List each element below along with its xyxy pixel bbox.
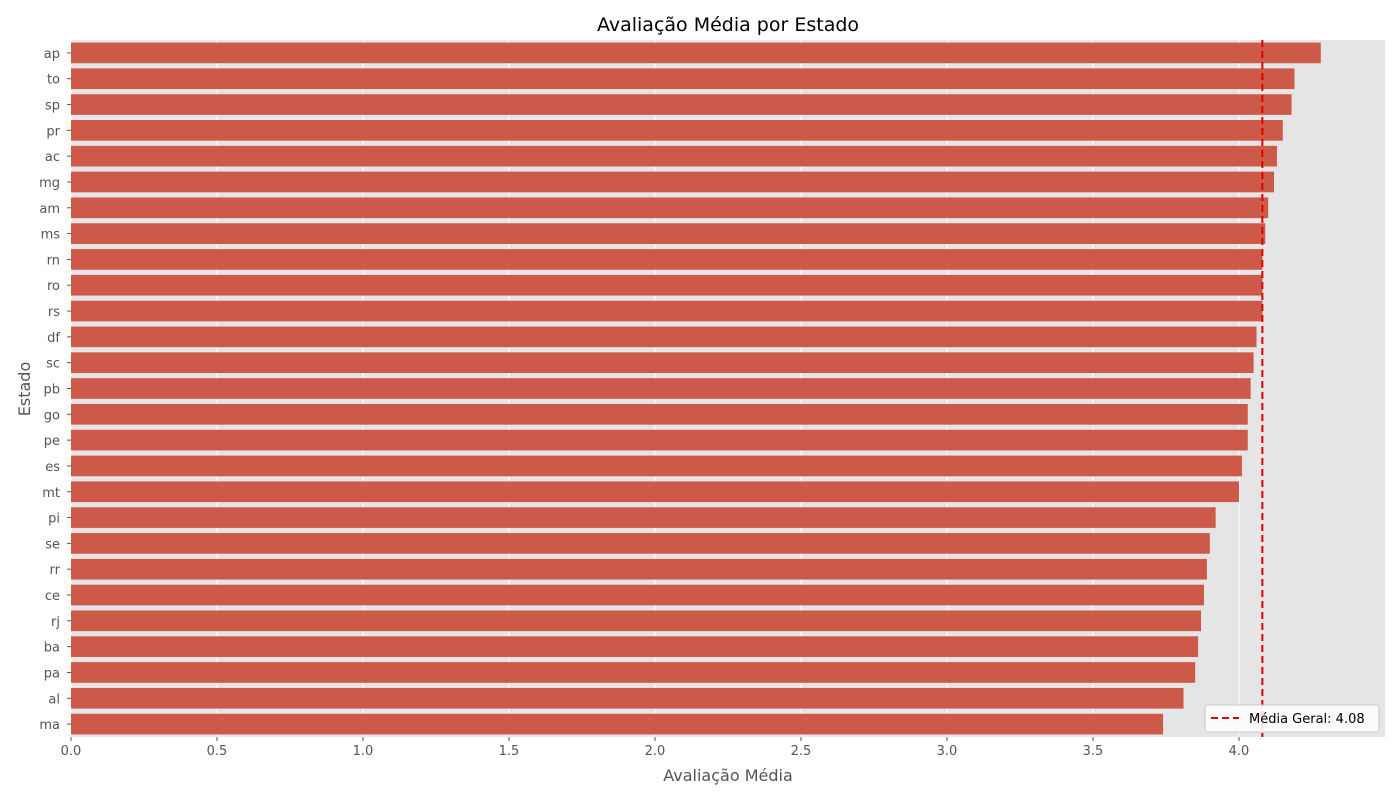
- y-tick-label-ms: ms: [41, 228, 61, 243]
- bar-pr: [71, 120, 1283, 141]
- bar-rn: [71, 249, 1263, 270]
- y-tick-label-sc: sc: [46, 357, 60, 372]
- bar-go: [71, 403, 1248, 425]
- bar-ro: [71, 274, 1263, 296]
- y-axis-label: Estado: [15, 362, 34, 416]
- y-tick-label-rn: rn: [47, 253, 60, 268]
- bar-ba: [71, 636, 1199, 657]
- bar-se: [71, 533, 1210, 554]
- y-tick-label-al: al: [48, 692, 60, 707]
- y-tick-label-to: to: [47, 73, 60, 88]
- y-tick-label-pi: pi: [48, 512, 60, 527]
- x-tick-label: 3.5: [1083, 744, 1104, 759]
- bar-pb: [71, 378, 1251, 399]
- y-tick-label-rs: rs: [48, 305, 60, 320]
- y-tick-label-ac: ac: [45, 150, 60, 165]
- bars: [71, 42, 1321, 735]
- x-tick-label: 1.5: [499, 744, 520, 759]
- bar-ce: [71, 584, 1204, 606]
- bar-es: [71, 455, 1242, 477]
- bar-rs: [71, 300, 1263, 322]
- x-tick-label: 3.0: [937, 744, 958, 759]
- bar-ac: [71, 145, 1277, 167]
- bar-ma: [71, 713, 1164, 735]
- y-tick-label-df: df: [47, 331, 60, 346]
- bar-am: [71, 197, 1269, 219]
- bar-sp: [71, 94, 1292, 115]
- y-tick-label-ba: ba: [44, 641, 60, 656]
- legend: Média Geral: 4.08: [1204, 704, 1380, 733]
- bar-rj: [71, 610, 1202, 632]
- y-tick-label-es: es: [45, 460, 60, 475]
- y-tick-label-ro: ro: [47, 279, 60, 294]
- bar-pe: [71, 429, 1248, 451]
- bar-al: [71, 687, 1184, 709]
- bar-sc: [71, 352, 1254, 374]
- y-tick-label-ap: ap: [44, 47, 60, 62]
- bar-pa: [71, 662, 1196, 683]
- x-axis-label: Avaliação Média: [663, 766, 793, 785]
- x-tick-label: 2.0: [645, 744, 666, 759]
- y-tick-label-ma: ma: [39, 718, 60, 733]
- y-axis-ticks: ap to sp pr ac mg am ms rn ro rs df sc pb go pe es mt pi se…: [39, 47, 71, 733]
- bar-df: [71, 326, 1257, 348]
- bar-to: [71, 68, 1295, 90]
- y-tick-label-pa: pa: [44, 666, 60, 681]
- y-tick-label-pe: pe: [44, 434, 60, 449]
- y-tick-label-pr: pr: [46, 124, 60, 139]
- y-tick-label-mt: mt: [42, 486, 60, 501]
- x-axis-ticks: 0.0 0.5 1.0 1.5 2.0 2.5 3.0 3.5 4.0: [61, 737, 1250, 759]
- y-tick-label-mg: mg: [39, 176, 60, 191]
- bar-pi: [71, 507, 1216, 528]
- legend-label: Média Geral: 4.08: [1249, 712, 1365, 727]
- bar-mg: [71, 171, 1275, 193]
- y-tick-label-se: se: [45, 537, 60, 552]
- y-tick-label-pb: pb: [43, 383, 60, 398]
- x-tick-label: 0.5: [207, 744, 228, 759]
- bar-mt: [71, 481, 1239, 503]
- x-tick-label: 0.0: [61, 744, 82, 759]
- legend-box: [1204, 704, 1380, 733]
- y-tick-label-rj: rj: [51, 615, 60, 630]
- y-tick-label-ce: ce: [45, 589, 60, 604]
- x-tick-label: 1.0: [353, 744, 374, 759]
- bar-ap: [71, 42, 1321, 64]
- bar-rr: [71, 558, 1207, 580]
- chart-title: Avaliação Média por Estado: [597, 14, 859, 36]
- x-tick-label: 2.5: [791, 744, 812, 759]
- bar-ms: [71, 223, 1266, 244]
- y-tick-label-rr: rr: [50, 563, 61, 578]
- y-tick-label-go: go: [44, 408, 60, 423]
- x-tick-label: 4.0: [1229, 744, 1250, 759]
- y-tick-label-am: am: [39, 202, 60, 217]
- y-tick-label-sp: sp: [45, 99, 60, 114]
